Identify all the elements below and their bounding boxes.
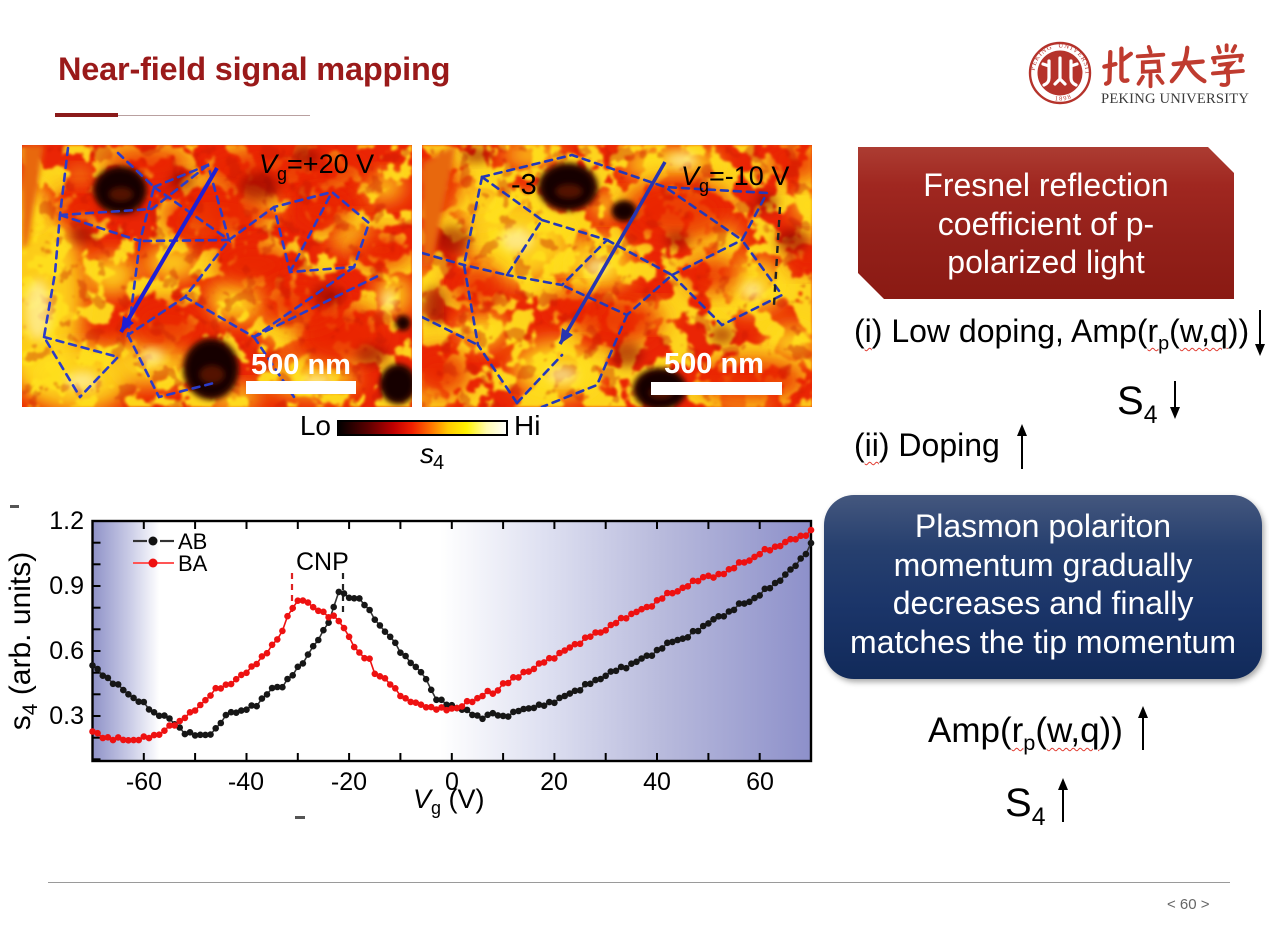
svg-text:60: 60 <box>746 768 774 796</box>
svg-text:PEKING UNIVERSITY: PEKING UNIVERSITY <box>1101 91 1249 107</box>
svg-text:Lo: Lo <box>300 410 331 441</box>
svg-text:-20: -20 <box>331 768 367 796</box>
svg-text:Vg (V): Vg (V) <box>413 784 485 818</box>
svg-text:-3: -3 <box>511 169 537 201</box>
svg-text:1898: 1898 <box>1054 93 1073 103</box>
svg-text:s4 (arb. units): s4 (arb. units) <box>4 552 42 730</box>
svg-text:500 nm: 500 nm <box>251 349 351 381</box>
svg-text:AB: AB <box>178 529 207 554</box>
svg-text:-60: -60 <box>126 768 162 796</box>
svg-text:CNP: CNP <box>296 548 349 576</box>
svg-text:Vg=+20 V: Vg=+20 V <box>259 149 374 184</box>
svg-text:Vg=-10 V: Vg=-10 V <box>681 161 789 196</box>
svg-text:1.2: 1.2 <box>49 507 84 535</box>
svg-text:s: s <box>420 438 434 469</box>
svg-text:0: 0 <box>445 768 459 796</box>
svg-text:BA: BA <box>178 551 208 576</box>
svg-text:0.6: 0.6 <box>49 637 84 665</box>
svg-text:Hi: Hi <box>514 410 540 441</box>
svg-text:40: 40 <box>643 768 671 796</box>
svg-text:4: 4 <box>433 452 444 470</box>
svg-text:-40: -40 <box>228 768 264 796</box>
svg-text:0.3: 0.3 <box>49 702 84 730</box>
svg-text:0.9: 0.9 <box>49 572 84 600</box>
svg-text:20: 20 <box>540 768 568 796</box>
svg-text:500 nm: 500 nm <box>664 348 764 380</box>
